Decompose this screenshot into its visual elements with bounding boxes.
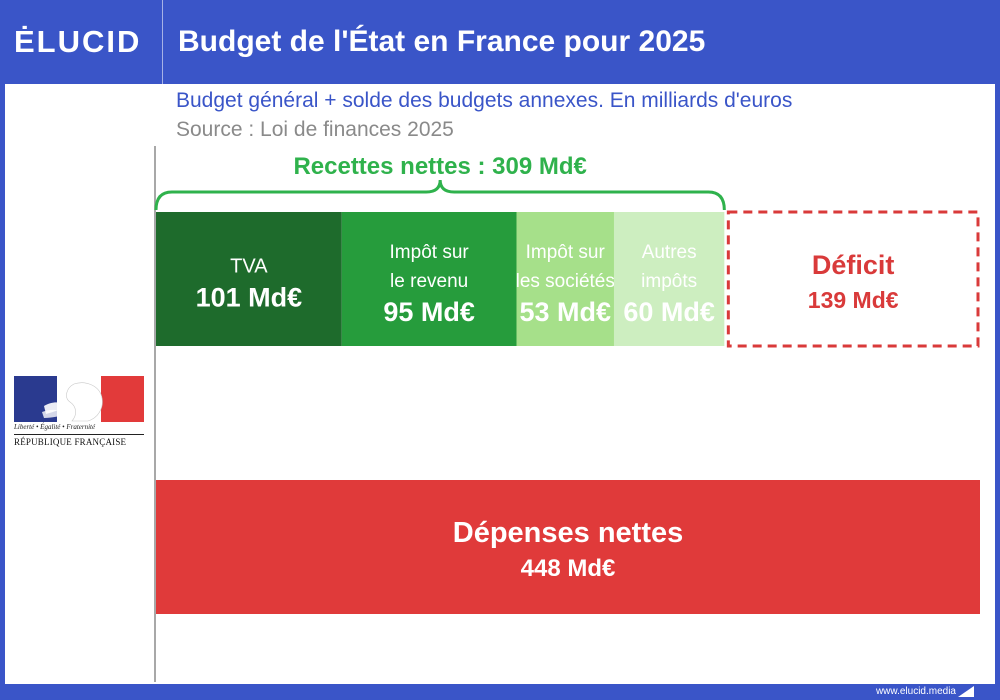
- footer-url[interactable]: www.elucid.media: [875, 686, 956, 697]
- elucid-arrow-icon: [958, 686, 974, 697]
- right-frame: [995, 0, 1000, 700]
- depenses-group: Dépenses nettes 448 Md€: [156, 480, 980, 614]
- recettes-segment-bar: [341, 212, 517, 346]
- logo-republique-name: RÉPUBLIQUE FRANÇAISE: [14, 437, 127, 447]
- recettes-segment-label: Autres: [642, 242, 697, 263]
- deficit-box: [726, 210, 980, 348]
- header-bar: ĖLUCID Budget de l'État en France pour 2…: [0, 0, 1000, 84]
- left-frame: [0, 0, 5, 700]
- recettes-bar-group: TVA 101 Md€ Impôt sur le revenu 95 Md€ Impôt …: [156, 212, 725, 346]
- recettes-segment-label: Impôt sur: [390, 242, 470, 263]
- recettes-segment-label: le revenu: [390, 271, 468, 292]
- chart-subtitle: Budget général + solde des budgets annex…: [176, 89, 793, 112]
- deficit-value: 139 Md€: [808, 287, 899, 313]
- logo-motto: Liberté • Égalité • Fraternité: [14, 423, 96, 431]
- chart-axis-line: [154, 146, 156, 682]
- depenses-bar: [156, 480, 980, 614]
- recettes-segment-value: 60 Md€: [623, 297, 715, 327]
- deficit-group: Déficit 139 Md€: [726, 210, 980, 348]
- depenses-label: Dépenses nettes: [453, 517, 684, 549]
- recettes-total-label: Recettes nettes : 309 Md€: [293, 153, 586, 180]
- recettes-segment-bar: [516, 212, 614, 346]
- marianne-flag-icon: [14, 376, 144, 422]
- footer-bar: www.elucid.media: [0, 684, 1000, 700]
- recettes-brace-group: Recettes nettes : 309 Md€: [154, 153, 726, 211]
- depenses-value: 448 Md€: [521, 555, 616, 582]
- header-divider: [162, 0, 163, 84]
- recettes-segment-label: Impôt sur: [526, 242, 606, 263]
- recettes-brace: [154, 179, 726, 211]
- brand-logo[interactable]: ĖLUCID: [14, 24, 142, 59]
- recettes-segment-value: 101 Md€: [196, 283, 303, 313]
- recettes-segment-value: 95 Md€: [383, 297, 475, 327]
- recettes-segment-bar: [156, 212, 342, 346]
- recettes-segment-bar: [613, 212, 725, 346]
- deficit-label: Déficit: [812, 250, 895, 280]
- recettes-segment-value: 53 Md€: [519, 297, 611, 327]
- recettes-segment-label: TVA: [230, 256, 268, 278]
- chart-source: Source : Loi de finances 2025: [176, 118, 454, 141]
- logo-rule: [14, 434, 144, 435]
- republique-francaise-logo: Liberté • Égalité • Fraternité RÉPUBLIQU…: [14, 376, 144, 450]
- recettes-segment-label: impôts: [641, 271, 697, 292]
- page-title: Budget de l'État en France pour 2025: [178, 25, 706, 58]
- recettes-segment-label: les sociétés: [516, 271, 615, 292]
